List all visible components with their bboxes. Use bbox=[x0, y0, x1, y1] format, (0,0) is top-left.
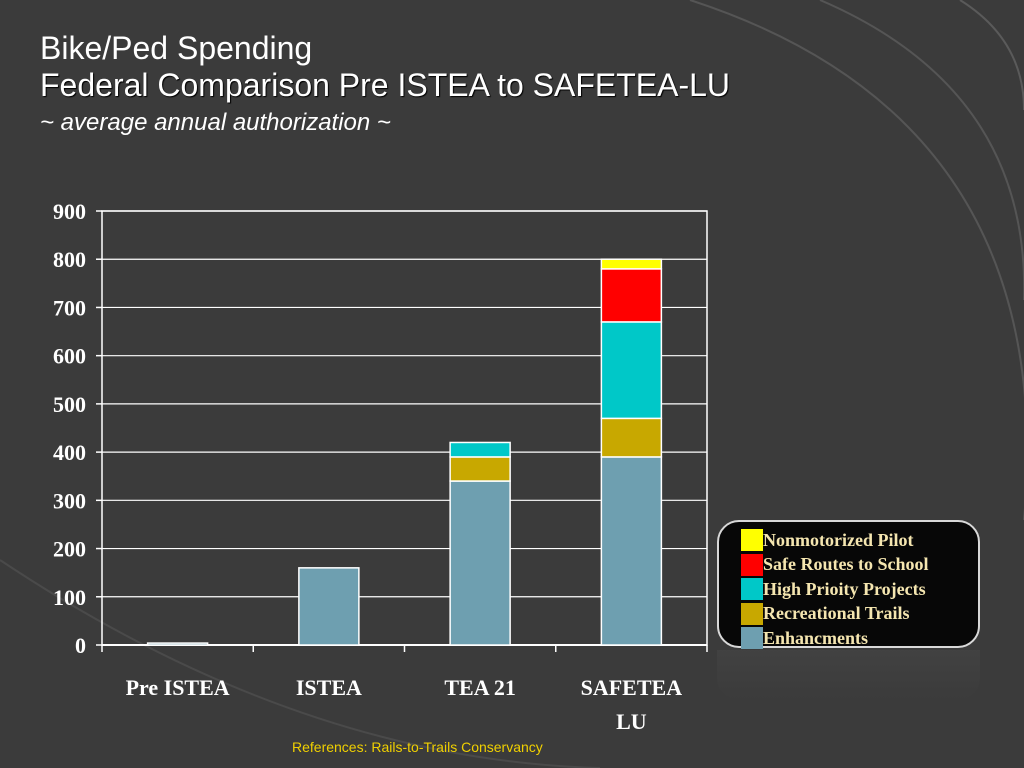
y-tick-label: 700 bbox=[53, 295, 86, 320]
footer-reference: References: Rails-to-Trails Conservancy bbox=[292, 739, 543, 755]
bar-segment bbox=[449, 456, 511, 482]
x-category-label: TEA 21 bbox=[444, 675, 516, 700]
bar-segment bbox=[146, 642, 209, 646]
legend-item: Safe Routes to School bbox=[741, 553, 929, 577]
y-tick-label: 300 bbox=[53, 488, 86, 513]
bar-segment bbox=[449, 441, 511, 458]
y-tick-label: 200 bbox=[53, 537, 86, 562]
bar-segment bbox=[600, 258, 663, 270]
y-tick-label: 100 bbox=[53, 585, 86, 610]
legend-reflection bbox=[717, 650, 980, 700]
legend-label: Recreational Trails bbox=[763, 603, 910, 623]
title-block: Bike/Ped Spending Federal Comparison Pre… bbox=[40, 30, 730, 140]
y-tick-label: 600 bbox=[53, 344, 86, 369]
bar-segment bbox=[600, 456, 663, 646]
legend-swatch bbox=[741, 627, 763, 649]
y-tick-label: 500 bbox=[53, 392, 86, 417]
legend-item: Nonmotorized Pilot bbox=[741, 528, 913, 552]
legend-label: High Prioity Projects bbox=[763, 578, 926, 599]
bar-segment bbox=[600, 268, 663, 323]
bar-segment bbox=[298, 567, 360, 646]
x-category-label: ISTEA bbox=[296, 675, 362, 700]
bar-segment bbox=[600, 417, 663, 458]
y-tick-label: 400 bbox=[53, 440, 86, 465]
legend-item: High Prioity Projects bbox=[741, 577, 926, 601]
bar-segment bbox=[600, 321, 663, 420]
legend-item: Recreational Trails bbox=[741, 602, 909, 626]
slide-subtitle: Federal Comparison Pre ISTEA to SAFETEA-… bbox=[40, 67, 731, 103]
legend-swatch bbox=[741, 602, 763, 625]
legend-swatch bbox=[741, 529, 763, 551]
x-category-label: LU bbox=[616, 709, 647, 734]
legend-label: Safe Routes to School bbox=[763, 554, 929, 574]
x-category-label: SAFETEA bbox=[581, 675, 683, 700]
legend-label: Nonmotorized Pilot bbox=[763, 529, 914, 550]
slide-caption: ~ average annual authorization ~ bbox=[40, 109, 391, 136]
y-tick-label: 900 bbox=[53, 199, 86, 224]
legend-swatch bbox=[741, 578, 763, 600]
y-tick-label: 0 bbox=[75, 633, 86, 658]
x-category-label: Pre ISTEA bbox=[126, 675, 230, 700]
slide-title: Bike/Ped Spending bbox=[40, 30, 313, 66]
legend-swatch bbox=[741, 553, 763, 576]
legend-item: Enhancments bbox=[741, 626, 868, 650]
bar-segment bbox=[449, 480, 511, 646]
legend-label: Enhancments bbox=[763, 627, 869, 648]
chart-legend: Nonmotorized Pilot Safe Routes to School H… bbox=[717, 520, 980, 650]
y-tick-label: 800 bbox=[53, 247, 86, 272]
